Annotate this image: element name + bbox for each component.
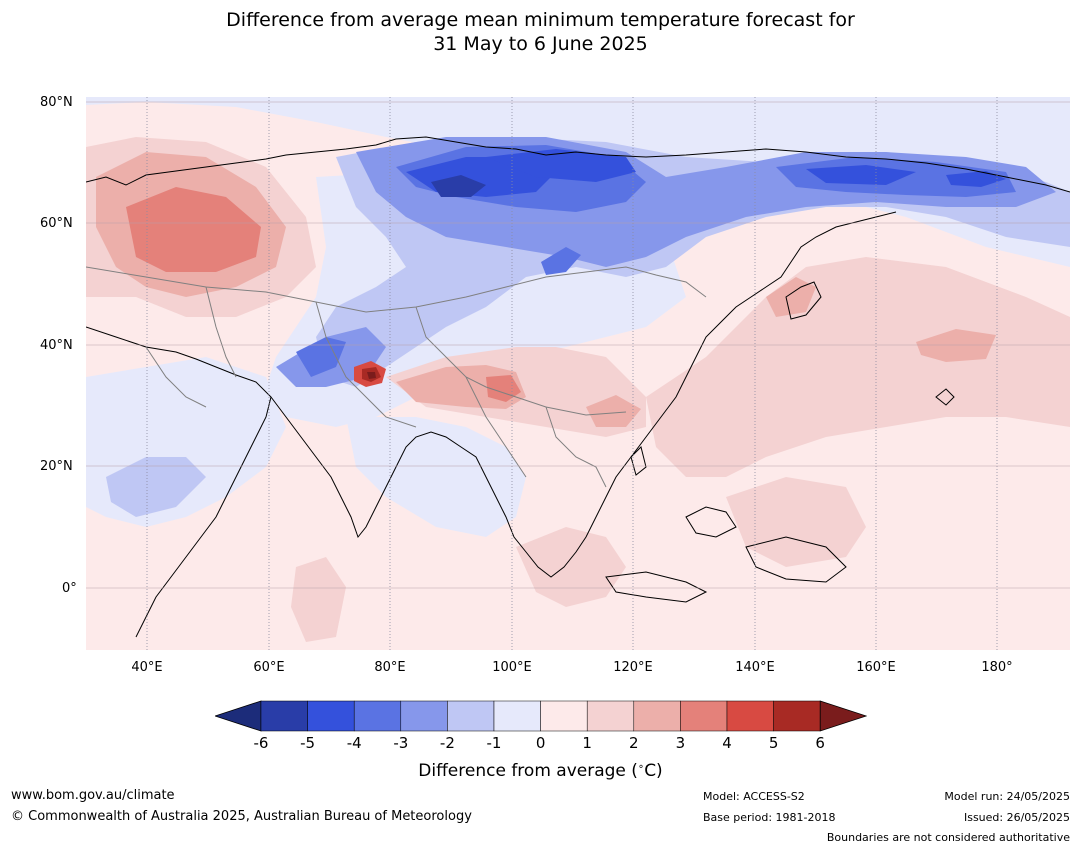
colorbar-over-extension bbox=[819, 700, 867, 732]
colorbar-tick-label: 1 bbox=[582, 734, 592, 752]
colorbar-tick-label: 0 bbox=[535, 734, 546, 752]
colorbar-swatch bbox=[540, 700, 588, 732]
coastlines bbox=[86, 136, 1070, 638]
degree-symbol: ∘ bbox=[637, 761, 645, 773]
lat-label-40n: 40°N bbox=[40, 338, 73, 353]
colorbar-tick-label: 6 bbox=[815, 734, 825, 752]
colorbar-tick-label: -3 bbox=[393, 734, 409, 752]
title-line-2: 31 May to 6 June 2025 bbox=[433, 33, 648, 55]
colorbar-swatch bbox=[353, 700, 402, 732]
colorbar-swatch bbox=[307, 700, 355, 732]
warm-region-pacific bbox=[646, 257, 1070, 477]
colorbar-title-unit: C) bbox=[644, 761, 663, 781]
footer-copyright: © Commonwealth of Australia 2025, Austra… bbox=[11, 809, 472, 824]
lon-label-140e: 140°E bbox=[735, 660, 775, 675]
warm-band-3-japan bbox=[766, 277, 816, 317]
footer-model-run: Model run: 24/05/2025 bbox=[944, 790, 1070, 803]
lon-label-80e: 80°E bbox=[374, 660, 406, 675]
colorbar-tick-label: -1 bbox=[486, 734, 502, 752]
colorbar-swatch bbox=[260, 700, 308, 732]
colorbar-swatch bbox=[680, 700, 728, 732]
footer-website-link[interactable]: www.bom.gov.au/climate bbox=[11, 788, 175, 803]
colorbar-tick-label: 4 bbox=[722, 734, 732, 752]
colorbar-tick-label: -5 bbox=[300, 734, 316, 752]
colorbar-swatch bbox=[400, 700, 448, 732]
colorbar-tick-label: 5 bbox=[768, 734, 779, 752]
lat-label-80n: 80°N bbox=[40, 95, 73, 110]
lat-label-60n: 60°N bbox=[40, 216, 73, 231]
chart-title: Difference from average mean minimum tem… bbox=[0, 8, 1081, 56]
lon-label-100e: 100°E bbox=[492, 660, 532, 675]
colorbar-tick-label: -4 bbox=[346, 734, 362, 752]
lon-label-160e: 160°E bbox=[856, 660, 896, 675]
lat-label-0: 0° bbox=[62, 581, 77, 596]
warm-region-indian-ocean bbox=[516, 527, 626, 607]
country-borders bbox=[86, 266, 707, 488]
colorbar-swatch bbox=[447, 700, 495, 732]
cool-band-6 bbox=[431, 175, 486, 197]
footer-disclaimer: Boundaries are not considered authoritat… bbox=[826, 831, 1070, 844]
cool-band-5-east bbox=[806, 165, 916, 185]
lon-label-180: 180° bbox=[981, 660, 1013, 675]
lon-label-40e: 40°E bbox=[131, 660, 163, 675]
lon-label-120e: 120°E bbox=[613, 660, 653, 675]
cool-band-2-arabia bbox=[106, 457, 206, 517]
cool-band-5-ne bbox=[946, 171, 1006, 187]
graticule bbox=[146, 97, 998, 650]
colorbar-tick-label: -6 bbox=[253, 734, 269, 752]
colorbar-tick-label: 3 bbox=[675, 734, 686, 752]
warm-region-pacific-south bbox=[726, 477, 866, 567]
cool-region-arctic bbox=[86, 97, 1070, 267]
warm-hotspot-karakoram-core bbox=[367, 372, 376, 379]
colorbar-title: Difference from average (∘C) bbox=[0, 761, 1081, 781]
cool-band-5-yakutia bbox=[486, 149, 636, 182]
colorbar-swatch bbox=[493, 700, 541, 732]
footer-issued: Issued: 26/05/2025 bbox=[963, 811, 1070, 824]
colorbar-title-text: Difference from average ( bbox=[418, 761, 638, 781]
warm-region-indian-ocean-west bbox=[291, 557, 346, 642]
lat-label-20n: 20°N bbox=[40, 459, 73, 474]
colorbar-under-extension bbox=[215, 700, 262, 732]
colorbar-swatch bbox=[586, 700, 635, 732]
colorbar-swatch bbox=[726, 700, 774, 732]
warm-band-3-pacific bbox=[916, 329, 996, 362]
colorbar-swatch bbox=[633, 700, 681, 732]
colorbar-tick-label: -2 bbox=[439, 734, 455, 752]
lon-label-60e: 60°E bbox=[253, 660, 285, 675]
cool-region-india bbox=[346, 417, 526, 537]
colorbar bbox=[215, 700, 867, 732]
cool-band-4-mongolia bbox=[541, 247, 581, 275]
warm-band-3-china bbox=[586, 395, 641, 427]
footer-base-period: Base period: 1981-2018 bbox=[703, 811, 836, 824]
colorbar-swatch bbox=[773, 700, 821, 732]
cool-band-4-ca bbox=[296, 337, 346, 377]
colorbar-tick-label: 2 bbox=[629, 734, 639, 752]
footer-model: Model: ACCESS-S2 bbox=[703, 790, 805, 803]
title-line-1: Difference from average mean minimum tem… bbox=[226, 9, 855, 31]
forecast-map bbox=[86, 97, 1070, 650]
warm-band-3b-europe bbox=[126, 187, 261, 272]
latitude-lines bbox=[86, 101, 1070, 589]
